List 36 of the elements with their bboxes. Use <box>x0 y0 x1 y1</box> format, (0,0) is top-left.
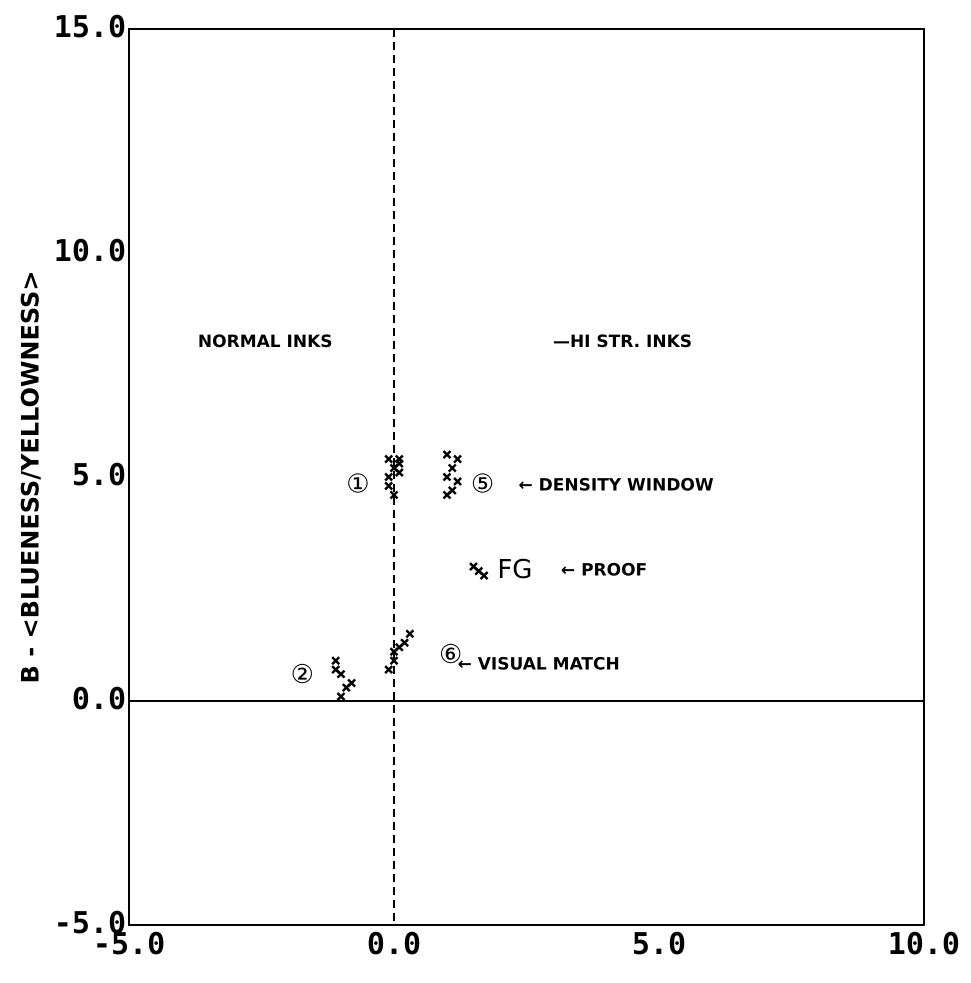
point <box>384 664 394 674</box>
annotation: ⑤ <box>470 470 494 500</box>
point <box>346 678 356 688</box>
point <box>336 669 346 679</box>
annotation: —HI STR. INKS <box>552 332 692 352</box>
point <box>474 566 484 576</box>
point <box>442 472 452 482</box>
annotation: FG <box>497 554 532 585</box>
point <box>336 692 346 702</box>
x-tick-label: 10.0 <box>888 926 960 962</box>
point <box>394 642 404 652</box>
annotation: ← DENSITY WINDOW <box>518 475 714 496</box>
point <box>442 450 452 460</box>
y-tick-label: 15.0 <box>54 10 126 45</box>
point <box>405 629 415 639</box>
point <box>447 463 458 473</box>
point <box>468 562 478 572</box>
x-tick-label: 0.0 <box>366 926 422 962</box>
point <box>447 486 458 496</box>
y-tick-label: 0.0 <box>72 682 126 717</box>
y-tick-label: 5.0 <box>72 458 126 493</box>
point <box>384 454 394 464</box>
point <box>442 490 452 500</box>
point <box>342 682 352 692</box>
point <box>452 454 462 464</box>
point <box>400 638 410 648</box>
annotation: ← PROOF <box>560 560 648 580</box>
y-tick-label: 10.0 <box>54 234 126 269</box>
point <box>479 570 489 580</box>
annotation: ① <box>346 470 370 500</box>
annotation: NORMAL INKS <box>198 332 333 352</box>
x-tick-label: 5.0 <box>632 926 686 962</box>
annotation: ② <box>290 660 314 690</box>
point <box>389 490 399 500</box>
y-axis-title: B - <BLUENESS/YELLOWNESS> <box>16 270 45 684</box>
point <box>452 476 462 486</box>
